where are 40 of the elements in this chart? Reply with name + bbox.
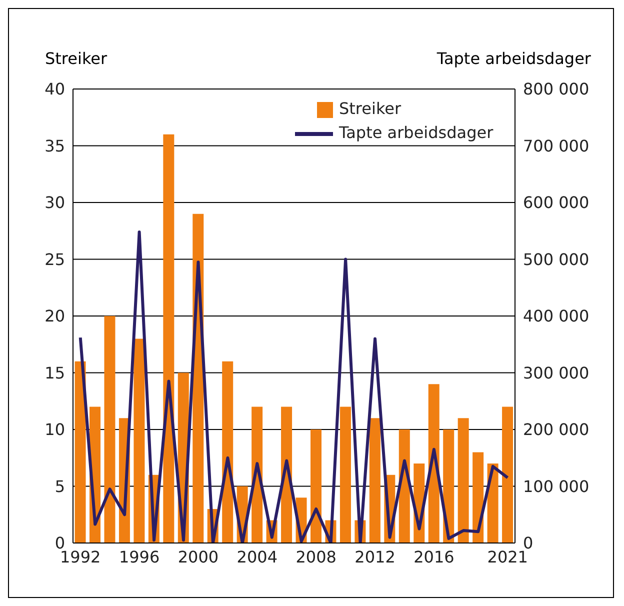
- y2-tick-label: 200 000: [523, 420, 590, 440]
- bar: [74, 361, 86, 543]
- x-tick-label: 2016: [414, 547, 454, 566]
- x-tick-label: 2008: [296, 547, 336, 566]
- line-series: [78, 230, 510, 543]
- y-tick-label: 35: [44, 136, 65, 156]
- bar: [310, 430, 322, 543]
- bar: [134, 338, 145, 543]
- bar: [163, 134, 174, 543]
- bar: [340, 406, 351, 543]
- legend-label: Streiker: [338, 98, 402, 120]
- y-tick-label: 20: [44, 306, 65, 326]
- y2-tick-label: 800 000: [523, 80, 590, 99]
- bar: [443, 430, 454, 543]
- y-tick-label: 5: [54, 476, 65, 496]
- y2-tick-label: 500 000: [523, 250, 590, 269]
- y2-tick-label: 100 000: [523, 476, 590, 496]
- x-tick-label: 2012: [354, 547, 396, 566]
- y2-tick-label: 300 000: [523, 363, 590, 382]
- y-tick-label: 15: [44, 363, 65, 382]
- x-tick-label: 2004: [236, 547, 278, 566]
- bar: [104, 316, 116, 543]
- y-tick-label: 10: [44, 420, 65, 440]
- bar: [458, 418, 469, 543]
- x-tick-label: 2000: [178, 547, 219, 566]
- y2-axis-title: Tapte arbeidsdager: [436, 49, 591, 68]
- bar: [472, 452, 484, 543]
- bar: [222, 361, 234, 543]
- y-tick-label: 25: [44, 250, 65, 269]
- y-tick-label: 30: [44, 193, 65, 212]
- bar: [369, 418, 380, 543]
- legend-label: Tapte arbeidsdager: [338, 122, 494, 144]
- x-tick-label: 1996: [118, 547, 160, 566]
- y-axis-title: Streiker: [45, 49, 108, 68]
- y2-tick-label: 700 000: [523, 136, 590, 156]
- y2-tick-label: 600 000: [523, 193, 590, 212]
- y2-tick-label: 400 000: [523, 306, 590, 326]
- y2-tick-label: 0: [523, 534, 534, 553]
- bar: [502, 406, 514, 543]
- y-tick-label: 40: [44, 80, 65, 99]
